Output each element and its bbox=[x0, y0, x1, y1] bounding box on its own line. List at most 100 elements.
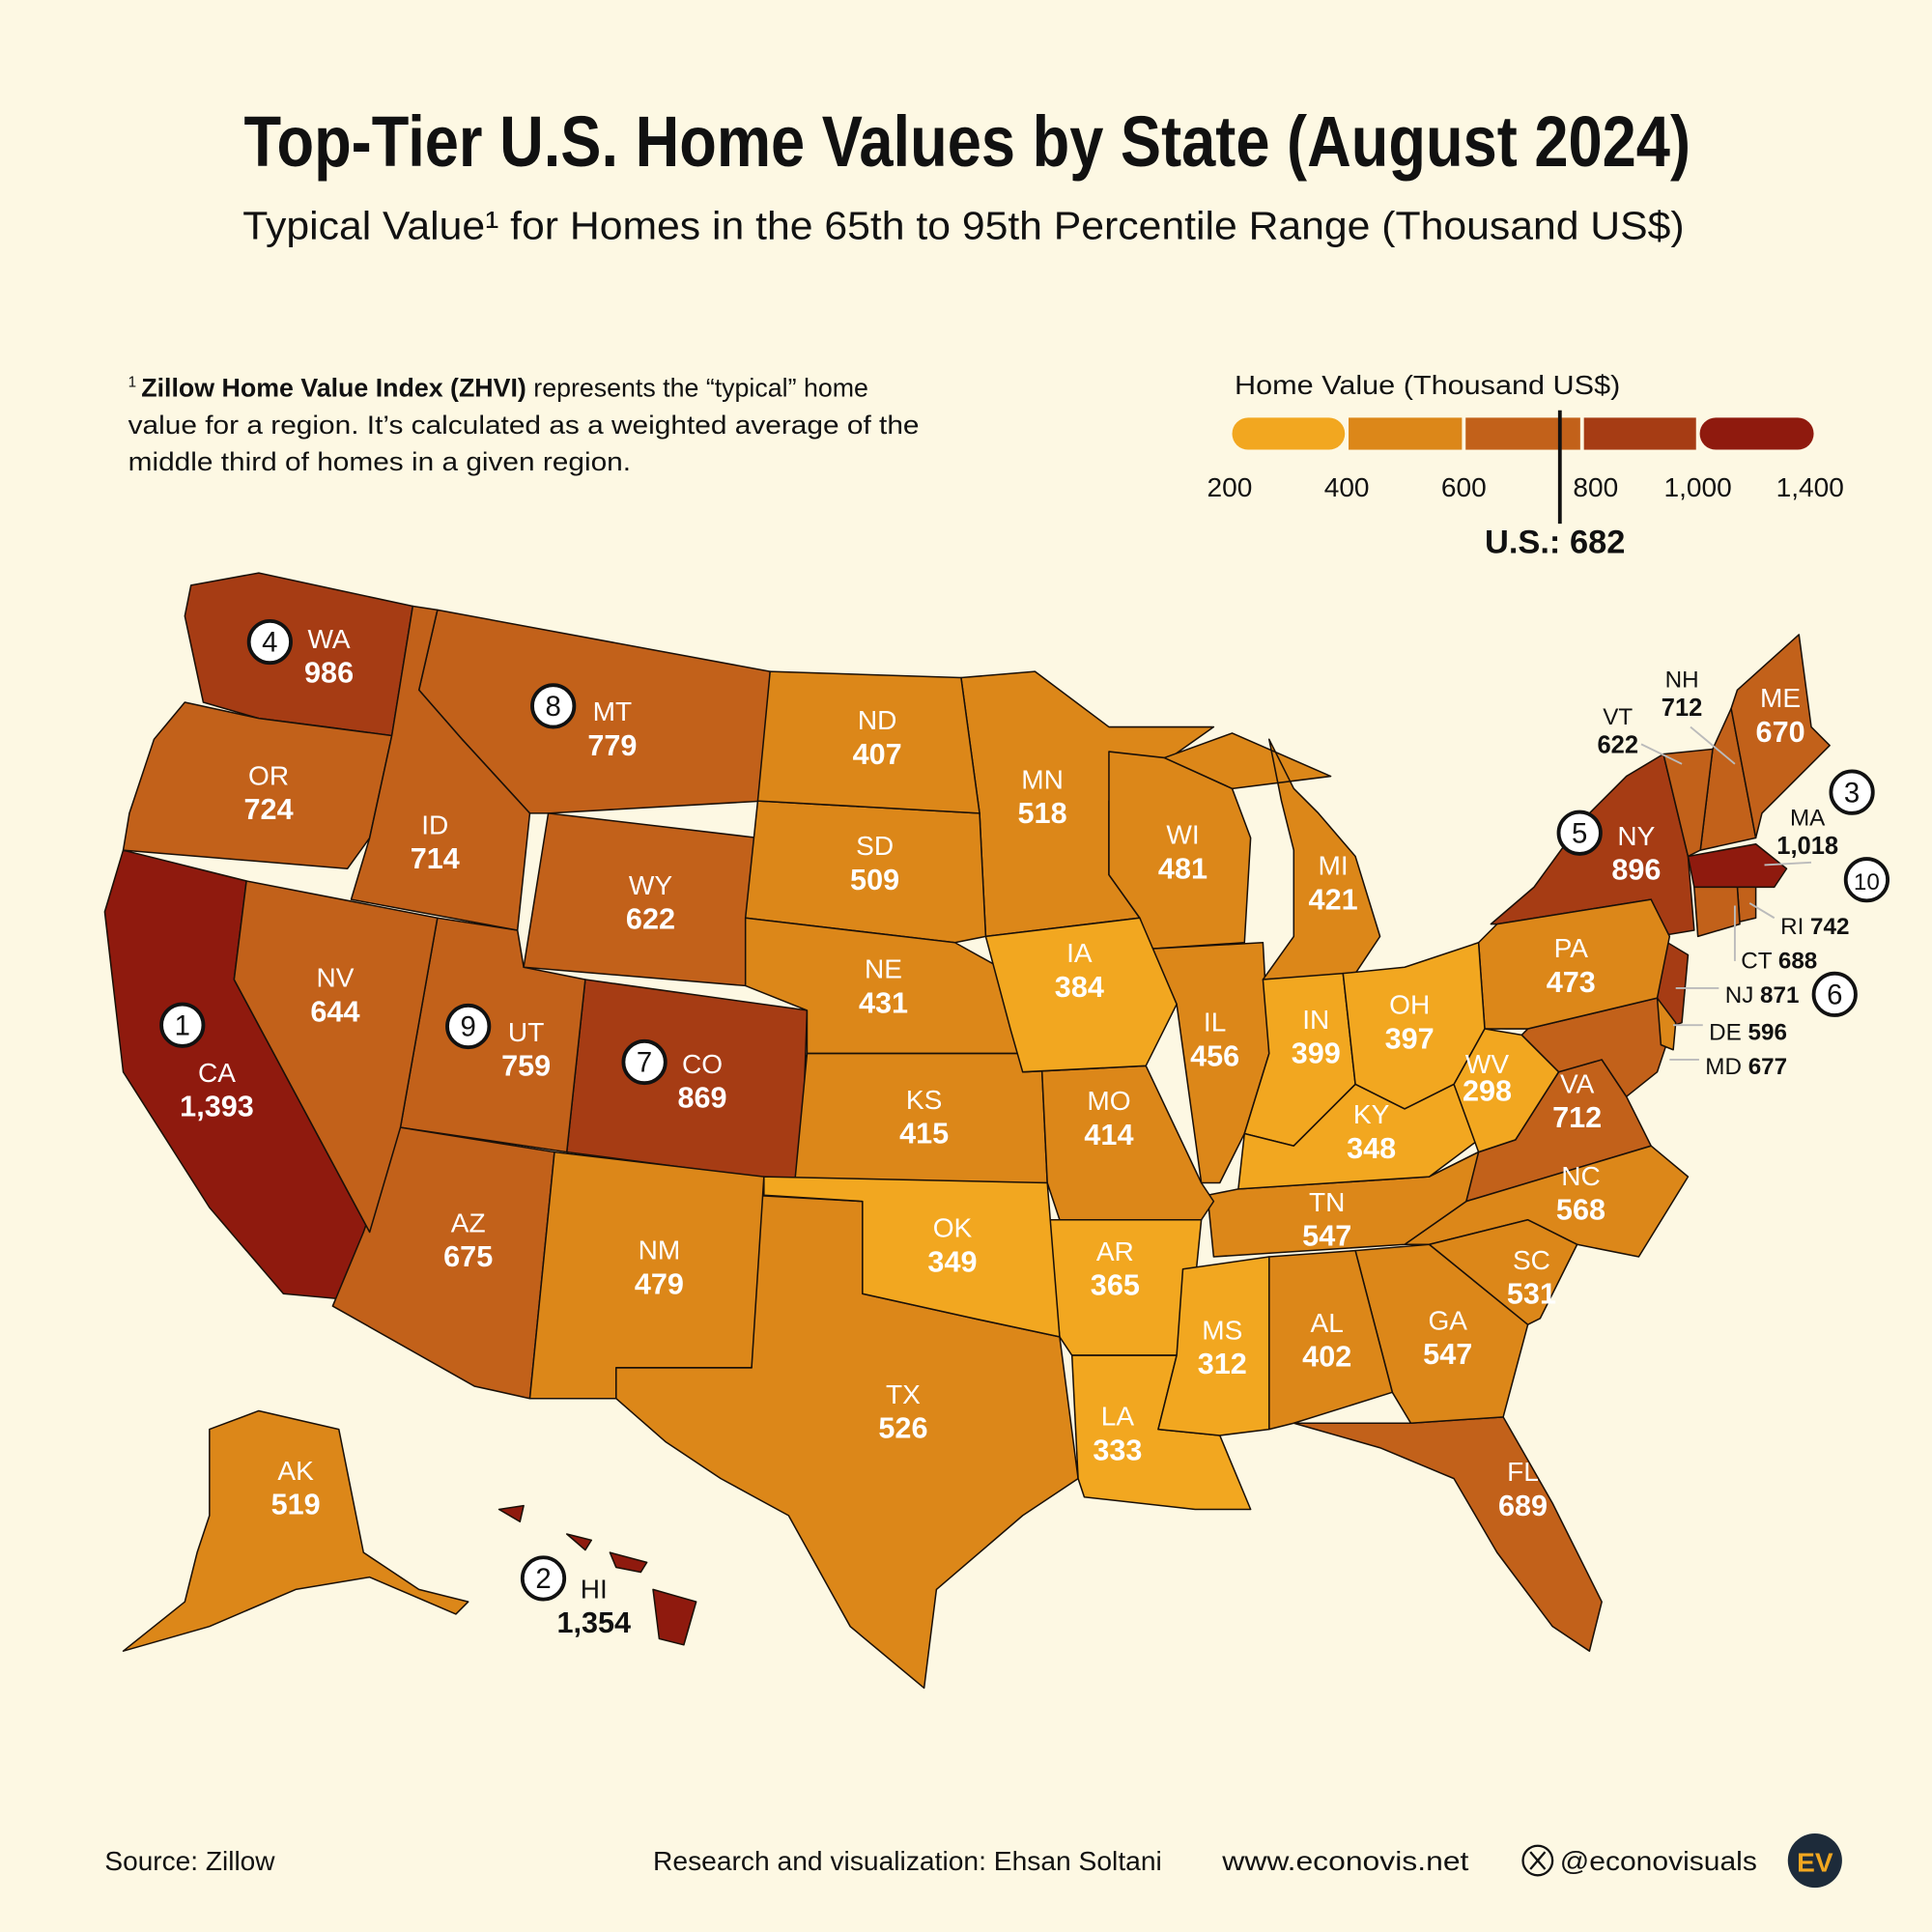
state-abbr-label: NJ bbox=[1725, 982, 1760, 1009]
state-value-label: 421 bbox=[1309, 883, 1358, 916]
legend-bin bbox=[1583, 417, 1696, 450]
state-inline-label: CT 688 bbox=[1741, 949, 1817, 975]
state-value-label: 714 bbox=[411, 842, 460, 875]
state-abbr-label: CA bbox=[198, 1058, 236, 1088]
state-id[interactable] bbox=[350, 605, 531, 931]
state-abbr-label: SC bbox=[1513, 1245, 1550, 1275]
state-ms[interactable] bbox=[1157, 1256, 1270, 1436]
footnote-line1: represents the “typical” home bbox=[526, 374, 868, 403]
state-abbr-label: MD bbox=[1705, 1054, 1747, 1080]
state-abbr-label: RI bbox=[1780, 914, 1810, 940]
state-ia[interactable] bbox=[984, 917, 1178, 1073]
state-value-label: 456 bbox=[1190, 1039, 1239, 1072]
state-abbr-label: LA bbox=[1101, 1402, 1135, 1432]
page-title: Top-Tier U.S. Home Values by State (Augu… bbox=[244, 101, 1690, 182]
subtitle: Typical Value¹ for Homes in the 65th to … bbox=[242, 203, 1684, 247]
footnote-bold: Zillow Home Value Index (ZHVI) bbox=[141, 374, 526, 403]
rank-badge: 6 bbox=[1811, 971, 1858, 1017]
rank-number: 10 bbox=[1854, 869, 1880, 895]
state-abbr-label: IL bbox=[1204, 1008, 1226, 1037]
rank-badge: 7 bbox=[621, 1038, 668, 1086]
state-abbr-label: NV bbox=[316, 963, 354, 993]
state-hi[interactable] bbox=[497, 1504, 697, 1646]
state-abbr-label: AZ bbox=[451, 1208, 486, 1238]
state-abbr-label: ME bbox=[1760, 683, 1801, 713]
footnote-line3: middle third of homes in a given region. bbox=[128, 447, 631, 476]
state-abbr-label: MA bbox=[1790, 806, 1826, 832]
rank-number: 8 bbox=[546, 691, 561, 723]
state-abbr-label: OK bbox=[933, 1213, 973, 1243]
state-value-label: 518 bbox=[1018, 797, 1067, 830]
state-value-label: 402 bbox=[1302, 1341, 1351, 1374]
state-abbr-label: CO bbox=[682, 1049, 723, 1079]
state-abbr-label: TN bbox=[1309, 1187, 1345, 1217]
state-ok[interactable] bbox=[763, 1176, 1061, 1338]
legend-bin bbox=[1465, 417, 1580, 450]
state-abbr-label: NE bbox=[865, 954, 902, 984]
state-abbr-label: AL bbox=[1311, 1308, 1344, 1338]
legend-tick: 600 bbox=[1441, 472, 1487, 502]
state-value-label: 675 bbox=[443, 1240, 493, 1273]
state-abbr-label: CT bbox=[1741, 949, 1778, 975]
state-value-label: 644 bbox=[310, 995, 359, 1028]
state-inline-label: MD 677 bbox=[1705, 1054, 1787, 1080]
state-value-label: 349 bbox=[927, 1245, 977, 1278]
state-value-label: 986 bbox=[304, 657, 354, 690]
state-value-label: 547 bbox=[1302, 1220, 1351, 1253]
state-abbr-label: VA bbox=[1560, 1068, 1595, 1098]
state-value-label: 348 bbox=[1347, 1132, 1396, 1165]
state-value-label: 414 bbox=[1084, 1119, 1133, 1151]
state-value-label: 1,393 bbox=[180, 1091, 254, 1123]
social-handle[interactable]: @econovisuals bbox=[1560, 1846, 1757, 1876]
state-abbr-label: AR bbox=[1096, 1236, 1134, 1266]
state-wv[interactable] bbox=[1453, 1028, 1560, 1153]
state-ct[interactable] bbox=[1693, 886, 1741, 938]
state-sc[interactable] bbox=[1428, 1218, 1578, 1325]
state-ma[interactable] bbox=[1687, 842, 1788, 889]
state-nd[interactable] bbox=[756, 670, 980, 814]
state-value-label: 779 bbox=[587, 729, 637, 762]
legend-title: Home Value (Thousand US$) bbox=[1235, 370, 1620, 400]
state-ak[interactable] bbox=[122, 1409, 469, 1652]
state-abbr-label: AK bbox=[277, 1456, 314, 1486]
state-vt[interactable] bbox=[1662, 748, 1714, 858]
state-value-label: 473 bbox=[1547, 966, 1596, 999]
state-nv[interactable] bbox=[233, 880, 439, 1234]
state-pa[interactable] bbox=[1477, 898, 1671, 1030]
state-me[interactable] bbox=[1730, 634, 1831, 839]
state-abbr-label: DE bbox=[1709, 1020, 1747, 1046]
credit-text: Research and visualization: Ehsan Soltan… bbox=[653, 1846, 1162, 1876]
state-abbr-label: SD bbox=[856, 831, 894, 861]
state-abbr-label: NC bbox=[1561, 1161, 1601, 1191]
state-abbr-label: WA bbox=[307, 624, 350, 654]
leader-line bbox=[1764, 861, 1812, 867]
rank-badge: 1 bbox=[159, 1002, 206, 1048]
state-value-label: 312 bbox=[1198, 1348, 1247, 1380]
state-abbr-label: PA bbox=[1554, 933, 1589, 963]
leader-lines bbox=[1640, 725, 1812, 1061]
state-value-label: 526 bbox=[878, 1412, 927, 1445]
state-value-label: 365 bbox=[1091, 1269, 1140, 1302]
state-abbr-label: HI bbox=[581, 1574, 608, 1604]
leader-line bbox=[1748, 902, 1776, 920]
legend-tick: 400 bbox=[1324, 472, 1370, 502]
state-value-label: 384 bbox=[1055, 971, 1104, 1004]
state-abbr-label: NY bbox=[1617, 821, 1655, 851]
state-de[interactable] bbox=[1656, 997, 1677, 1051]
rank-number: 1 bbox=[175, 1009, 190, 1041]
leader-line bbox=[1640, 743, 1683, 765]
state-abbr-label: MN bbox=[1021, 764, 1064, 794]
state-abbr-label: WI bbox=[1166, 820, 1199, 850]
state-or[interactable] bbox=[122, 701, 393, 869]
econovis-logo: EV bbox=[1787, 1833, 1842, 1889]
state-value-label: 677 bbox=[1748, 1054, 1787, 1080]
rank-number: 9 bbox=[461, 1011, 476, 1043]
svg-text:EV: EV bbox=[1797, 1847, 1833, 1877]
state-value-label: 622 bbox=[1597, 731, 1638, 758]
state-value-label: 896 bbox=[1611, 854, 1661, 887]
state-il[interactable] bbox=[1151, 941, 1270, 1184]
website-link[interactable]: www.econovis.net bbox=[1221, 1846, 1468, 1876]
state-abbr-label: NM bbox=[639, 1236, 681, 1265]
